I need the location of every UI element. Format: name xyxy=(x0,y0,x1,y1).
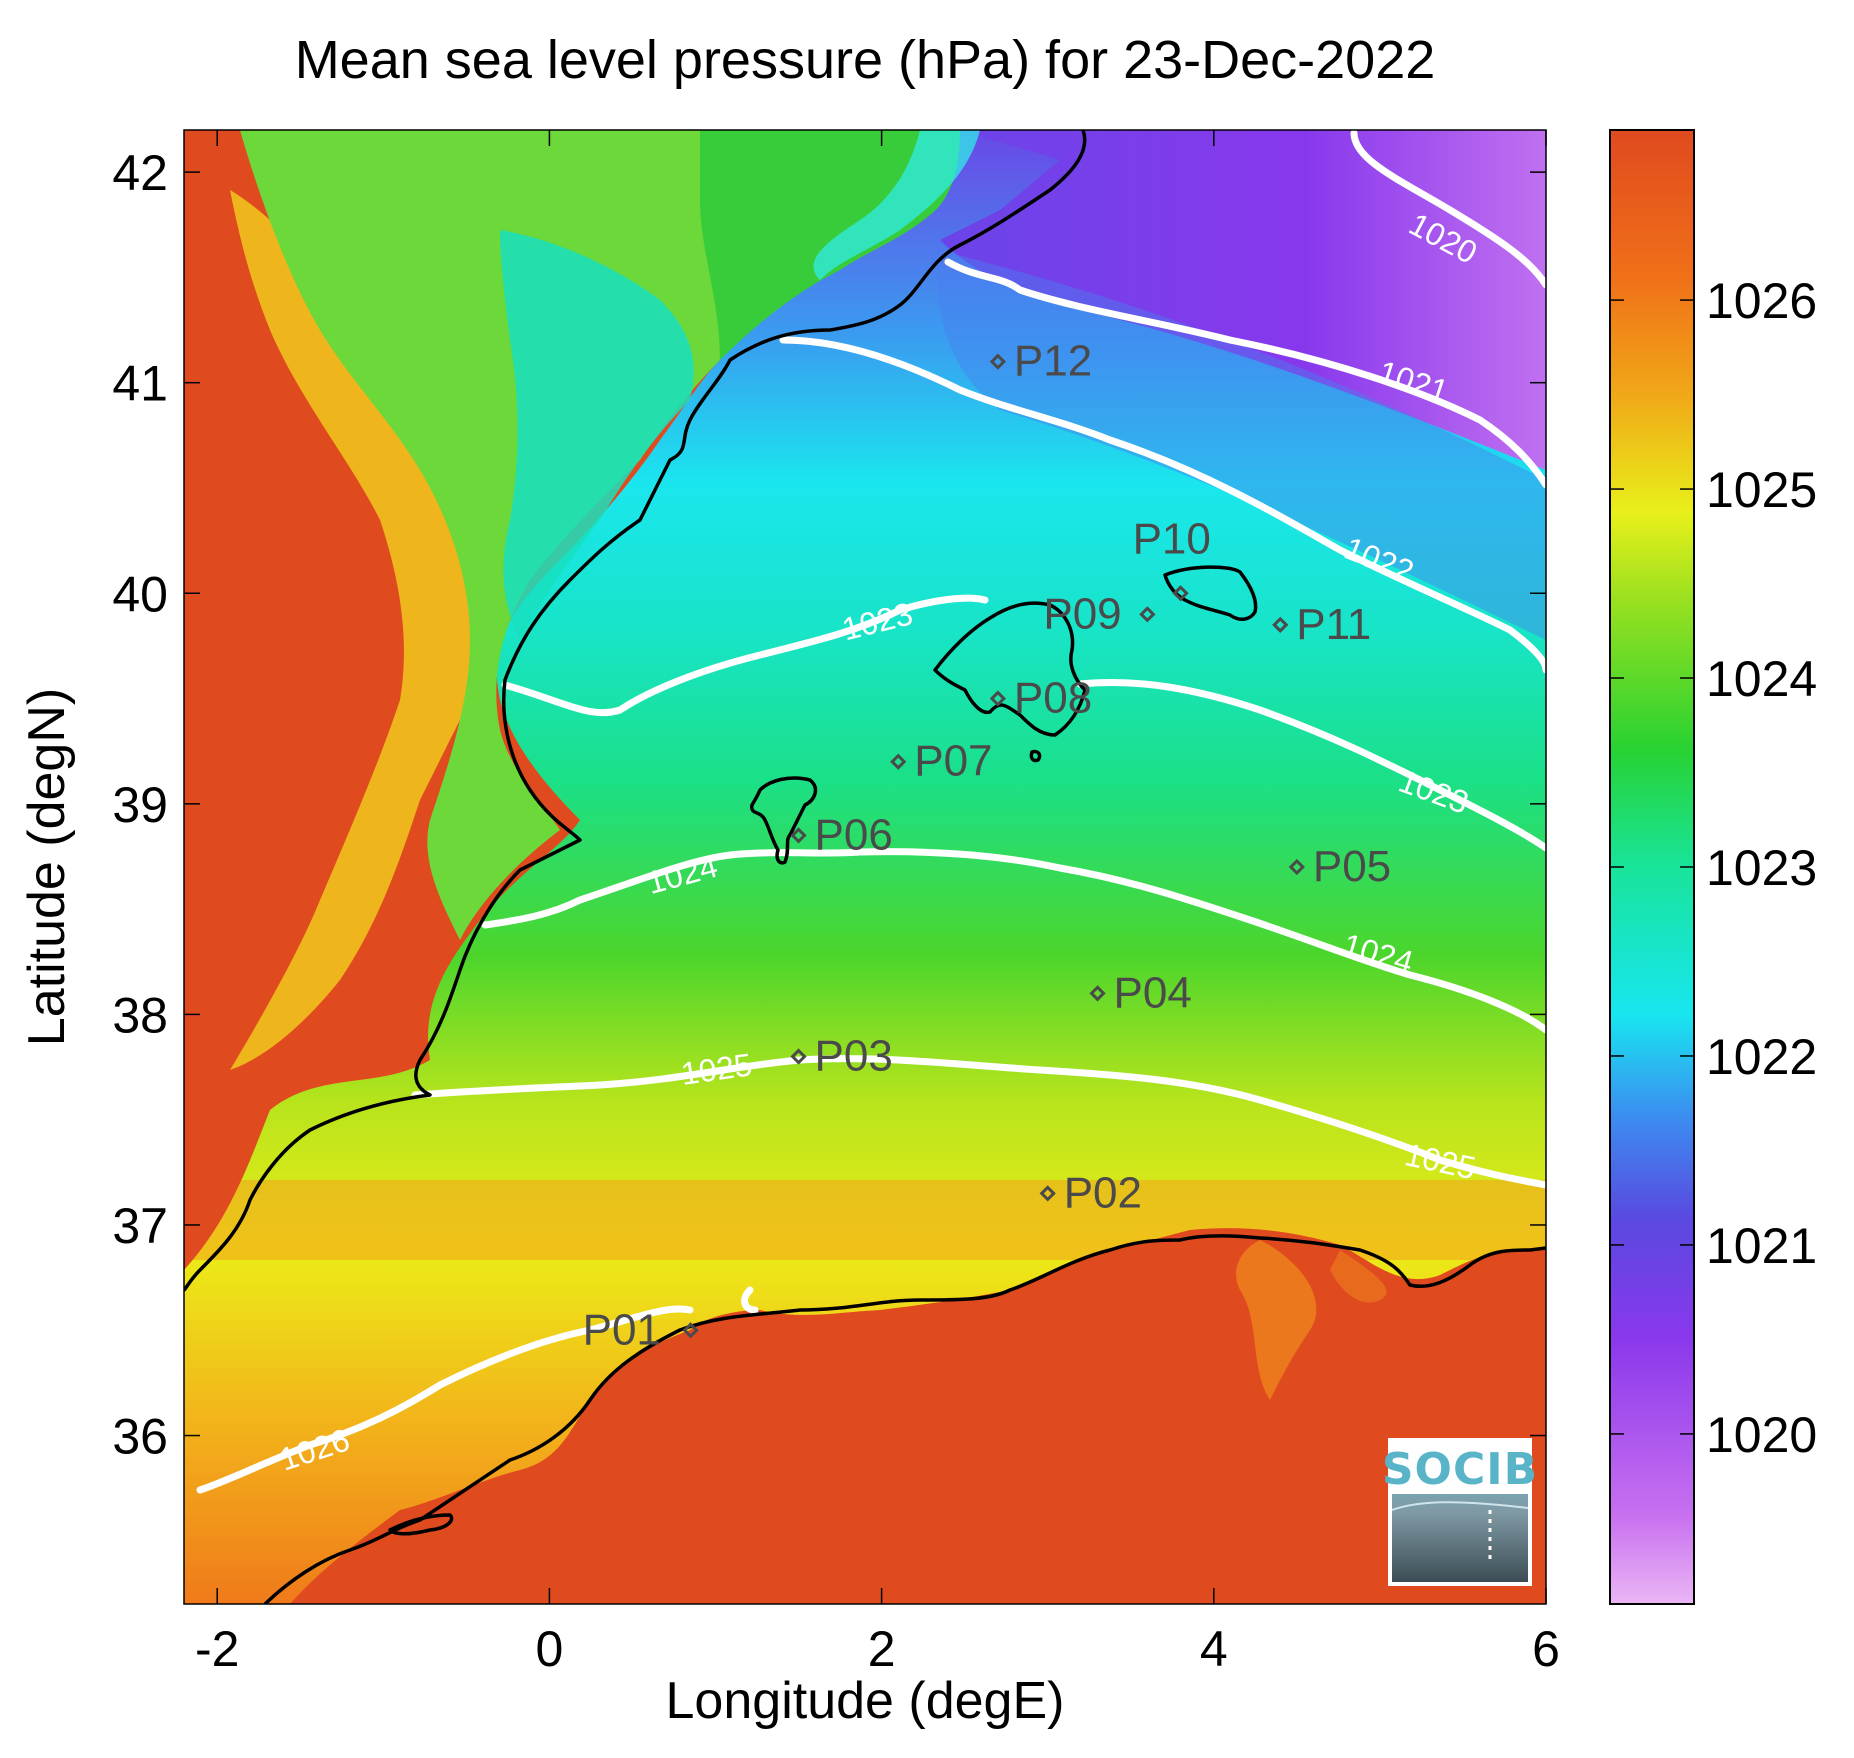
mallorca-island xyxy=(933,601,1087,737)
station-label: P06 xyxy=(815,810,893,859)
x-tick-label: -2 xyxy=(195,1621,239,1677)
isobar-1026 xyxy=(196,1305,694,1494)
isobar-1025 xyxy=(411,1055,1546,1189)
isobar-contours xyxy=(196,130,1546,1494)
chart-title: Mean sea level pressure (hPa) for 23-Dec… xyxy=(295,30,1436,90)
station-marker xyxy=(1089,985,1106,1002)
y-axis-ticks: 42 41 40 39 38 37 36 xyxy=(112,145,1546,1465)
isobar-1023-east xyxy=(1076,679,1546,852)
station-marker xyxy=(682,1322,699,1339)
plot-frame xyxy=(183,129,1547,1605)
y-tick-label: 36 xyxy=(112,1409,168,1465)
isobar-1020 xyxy=(1350,130,1546,289)
isobar-1021 xyxy=(944,258,1546,489)
y-tick-label: 37 xyxy=(112,1198,168,1254)
y-tick-label: 40 xyxy=(112,566,168,622)
y-tick-label: 39 xyxy=(112,777,168,833)
colorbar-tick-label: 1021 xyxy=(1706,1218,1817,1274)
socib-logo-text: SOCIB xyxy=(1382,1444,1538,1495)
x-tick-label: 6 xyxy=(1532,1621,1560,1677)
y-tick-label: 38 xyxy=(112,987,168,1043)
station-label: P03 xyxy=(815,1032,893,1081)
station-label: P05 xyxy=(1313,842,1391,891)
x-tick-label: 2 xyxy=(868,1621,896,1677)
station-label: P04 xyxy=(1114,968,1192,1017)
colorbar-tick-label: 1024 xyxy=(1706,651,1817,707)
y-tick-label: 42 xyxy=(112,145,168,201)
station-marker xyxy=(1039,1185,1056,1202)
socib-logo: SOCIB xyxy=(1382,1438,1538,1586)
isobar-1022 xyxy=(779,336,1546,674)
colorbar-tick-label: 1022 xyxy=(1706,1029,1817,1085)
isobar-1024 xyxy=(481,848,1546,1034)
y-tick-label: 41 xyxy=(112,356,168,412)
station-marker xyxy=(1139,606,1156,623)
colorbar-tick-label: 1020 xyxy=(1706,1407,1817,1463)
station-marker xyxy=(1272,616,1289,633)
colorbar-tick-label: 1023 xyxy=(1706,840,1817,896)
cabrera-island xyxy=(1029,749,1042,763)
menorca-island xyxy=(1163,565,1258,621)
station-label: P10 xyxy=(1133,514,1211,563)
isobar-1023-west xyxy=(501,594,989,717)
station-marker xyxy=(790,827,807,844)
african-coastline xyxy=(263,1234,1546,1604)
iberian-coastline xyxy=(184,130,1087,1292)
station-label: P09 xyxy=(1043,589,1121,638)
x-tick-label: 0 xyxy=(536,1621,564,1677)
africa-land xyxy=(184,1228,1546,1604)
station-marker xyxy=(989,353,1007,370)
map-plot-area: 1020 1021 1022 1023 1023 1024 1024 1025 … xyxy=(184,130,1546,1604)
x-axis-ticks: -2 0 2 4 6 xyxy=(195,130,1560,1677)
station-label: P02 xyxy=(1064,1168,1142,1217)
colorbar-tick-label: 1026 xyxy=(1706,273,1817,329)
station-marker xyxy=(989,690,1007,707)
station-marker xyxy=(890,753,907,770)
station-marker xyxy=(1172,585,1189,602)
x-axis-label: Longitude (degE) xyxy=(666,1672,1065,1730)
y-axis-label: Latitude (degN) xyxy=(18,688,76,1046)
station-marker xyxy=(1288,858,1305,876)
colorbar-tick-label: 1025 xyxy=(1706,462,1817,518)
colorbar-ticks: 1026 1025 1024 1023 1022 1021 1020 xyxy=(1610,273,1817,1463)
ibiza-island xyxy=(750,776,818,865)
station-label: P12 xyxy=(1014,337,1092,386)
x-tick-label: 4 xyxy=(1200,1621,1228,1677)
station-label: P07 xyxy=(914,737,992,786)
isobar-1026-islet xyxy=(741,1286,759,1314)
station-label: P08 xyxy=(1014,674,1092,723)
station-label: P11 xyxy=(1296,600,1371,649)
station-marker xyxy=(790,1048,807,1065)
station-label: P01 xyxy=(583,1305,661,1354)
alboran-isle xyxy=(388,1513,454,1536)
